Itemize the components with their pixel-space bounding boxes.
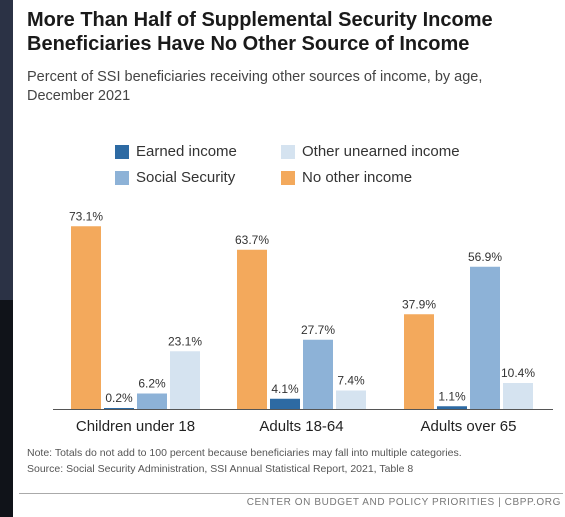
data-label-social-security-children-under-18: 6.2% (138, 377, 166, 391)
legend-item-other-unearned-income: Other unearned income (281, 143, 460, 160)
data-label-social-security-adults-18-64: 27.7% (301, 323, 335, 337)
chart-title: More Than Half of Supplemental Security … (27, 8, 557, 56)
legend-swatch-social-security (115, 170, 129, 185)
data-label-earned-income-adults-over-65: 1.1% (438, 389, 466, 403)
bar-earned-income-children-under-18 (104, 408, 134, 409)
legend-label-social-security: Social Security (136, 169, 236, 186)
category-label-adults-18-64: Adults 18-64 (259, 418, 343, 435)
data-label-no-other-income-adults-over-65: 37.9% (402, 297, 436, 311)
bar-chart: 73.1% 0.2% 6.2% 23.1% Children under 18 63.7%… (53, 209, 553, 435)
chart-footnotes: Note: Totals do not add to 100 percent b… (27, 445, 557, 477)
bar-no-other-income-children-under-18 (71, 226, 101, 409)
bar-earned-income-adults-over-65 (437, 406, 467, 409)
footer-divider (19, 493, 563, 494)
chart-title-line-2: Beneficiaries Have No Other Source of In… (27, 33, 470, 55)
legend-swatch-earned-income (115, 144, 129, 159)
data-label-other-unearned-income-children-under-18: 23.1% (168, 334, 202, 348)
category-label-children-under-18: Children under 18 (76, 418, 195, 435)
data-label-earned-income-children-under-18: 0.2% (105, 391, 133, 405)
legend-label-no-other-income: No other income (302, 169, 413, 186)
data-label-other-unearned-income-adults-over-65: 10.4% (501, 366, 535, 380)
chart-subtitle: Percent of SSI beneficiaries receiving o… (27, 68, 547, 106)
category-label-adults-over-65: Adults over 65 (421, 418, 517, 435)
bar-other-unearned-income-children-under-18 (170, 351, 200, 409)
data-label-other-unearned-income-adults-18-64: 7.4% (337, 374, 365, 388)
bar-other-unearned-income-adults-over-65 (503, 383, 533, 409)
bar-earned-income-adults-18-64 (270, 398, 300, 409)
chart-subtitle-line-2: December 2021 (27, 88, 131, 104)
legend-label-other-unearned-income: Other unearned income (302, 143, 460, 160)
bar-social-security-children-under-18 (137, 393, 167, 409)
legend-label-earned-income: Earned income (136, 143, 237, 160)
bar-no-other-income-adults-over-65 (404, 314, 434, 409)
footer-credit: CENTER ON BUDGET AND POLICY PRIORITIES |… (246, 497, 561, 508)
legend-item-social-security: Social Security (115, 169, 235, 186)
data-label-social-security-adults-over-65: 56.9% (468, 250, 502, 264)
legend-item-no-other-income: No other income (281, 169, 412, 186)
data-label-earned-income-adults-18-64: 4.1% (271, 382, 299, 396)
legend-swatch-other-unearned-income (281, 144, 295, 159)
chart-card: More Than Half of Supplemental Security … (13, 0, 565, 517)
legend-item-earned-income: Earned income (115, 143, 237, 160)
bar-social-security-adults-over-65 (470, 266, 500, 409)
chart-note: Note: Totals do not add to 100 percent b… (27, 447, 462, 459)
bar-no-other-income-adults-18-64 (237, 249, 267, 409)
data-label-no-other-income-children-under-18: 73.1% (69, 209, 103, 223)
chart-subtitle-line-1: Percent of SSI beneficiaries receiving o… (27, 69, 483, 85)
chart-title-line-1: More Than Half of Supplemental Security … (27, 9, 493, 31)
chart-source: Source: Social Security Administration, … (27, 463, 414, 475)
data-label-no-other-income-adults-18-64: 63.7% (235, 233, 269, 247)
bar-other-unearned-income-adults-18-64 (336, 390, 366, 409)
legend-swatch-no-other-income (281, 170, 295, 185)
bar-social-security-adults-18-64 (303, 339, 333, 409)
